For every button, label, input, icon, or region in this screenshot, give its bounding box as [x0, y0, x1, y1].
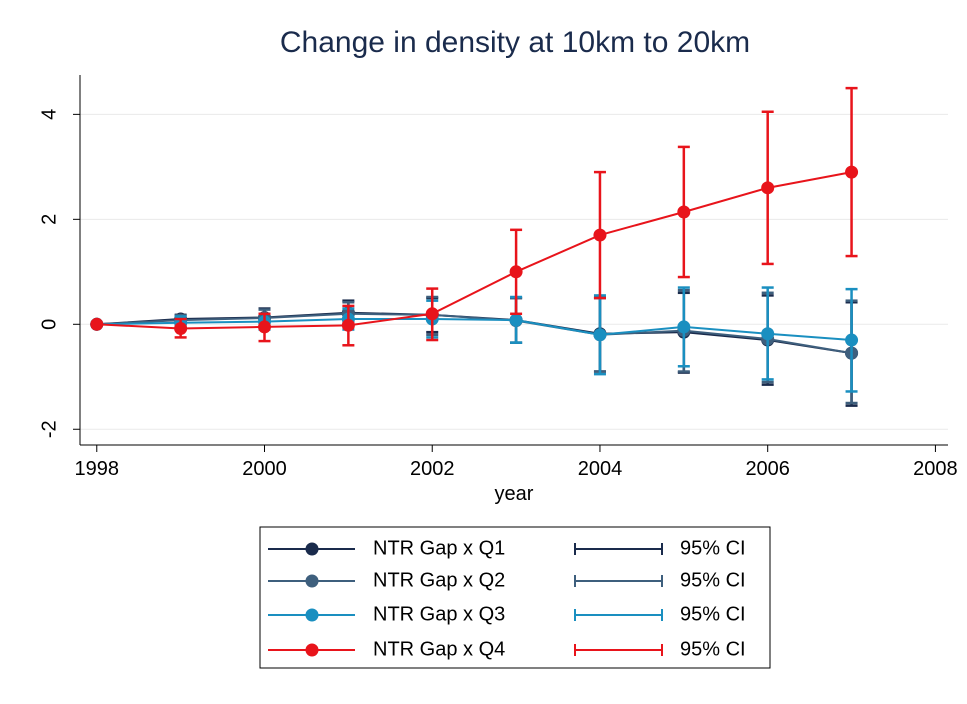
series-line [96, 318, 852, 342]
point [593, 228, 607, 242]
point [509, 265, 523, 279]
x-tick-label: 2000 [242, 458, 287, 480]
point [845, 165, 859, 179]
y-tick-label: 2 [38, 214, 60, 225]
point [677, 320, 691, 334]
legend-label: NTR Gap x Q2 [373, 569, 505, 591]
series-line [96, 171, 852, 330]
legend-marker [305, 643, 319, 657]
legend-label: NTR Gap x Q1 [373, 537, 505, 559]
point [174, 321, 188, 335]
point [761, 327, 775, 341]
x-tick-label: 2008 [913, 458, 958, 480]
x-tick-label: 1998 [75, 458, 120, 480]
legend-marker [305, 574, 319, 588]
x-axis-label: year [495, 483, 534, 505]
x-tick-label: 2006 [745, 458, 790, 480]
y-tick-label: 4 [38, 109, 60, 120]
legend-box [259, 526, 771, 669]
legend-ci-label: 95% CI [680, 537, 746, 559]
point [509, 313, 523, 327]
x-tick-label: 2004 [578, 458, 623, 480]
y-tick-label: 0 [38, 319, 60, 330]
point [593, 328, 607, 342]
point [341, 318, 355, 332]
legend-label: NTR Gap x Q3 [373, 603, 505, 625]
chart-title: Change in density at 10km to 20km [280, 26, 750, 59]
legend-ci-label: 95% CI [680, 603, 746, 625]
point [90, 317, 104, 331]
point [761, 181, 775, 195]
point [425, 307, 439, 321]
y-tick-label: -2 [38, 420, 60, 438]
legend-marker [305, 542, 319, 556]
point [845, 333, 859, 347]
x-tick-label: 2002 [410, 458, 455, 480]
point [258, 320, 272, 334]
point [677, 205, 691, 219]
legend-label: NTR Gap x Q4 [373, 638, 505, 660]
legend-ci-label: 95% CI [680, 569, 746, 591]
legend-ci-label: 95% CI [680, 638, 746, 660]
series-line [96, 312, 852, 355]
legend-marker [305, 608, 319, 622]
